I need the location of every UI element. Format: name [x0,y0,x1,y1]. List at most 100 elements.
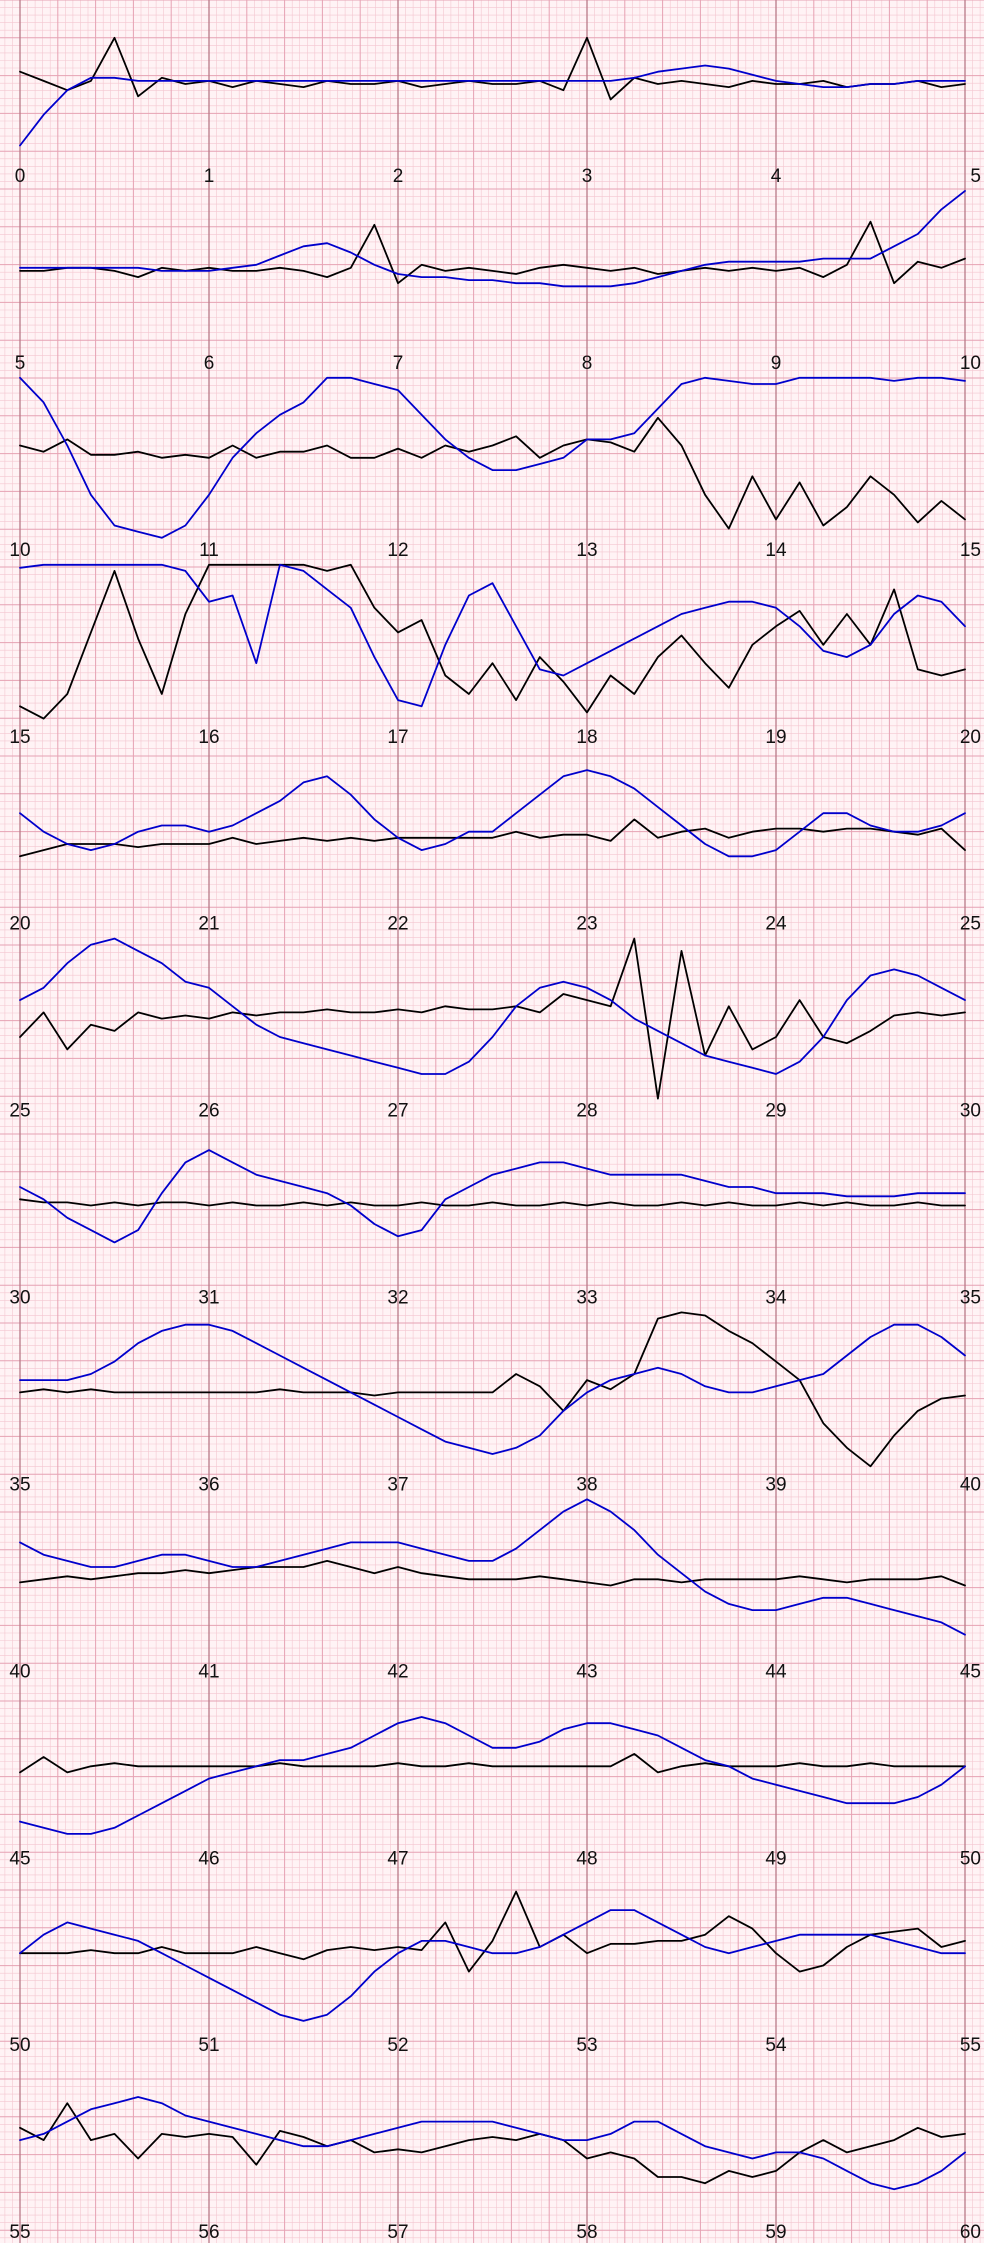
series-2-row-10-trace [19,1716,966,1835]
tick-label-row-8-3: 38 [576,1474,597,1495]
tick-label-row-1-2: 2 [393,166,404,187]
tick-label-row-8-2: 37 [387,1474,408,1495]
tick-label-row-7-3: 33 [576,1288,597,1309]
tick-label-row-9-2: 42 [387,1661,408,1682]
tick-label-row-12-3: 58 [576,2222,597,2243]
series-1-row-6-trace [19,937,966,1100]
series-2-row-1-trace [19,64,966,147]
tick-label-row-3-1: 11 [199,540,219,561]
second-grid-lines [19,0,966,2243]
series-2-row-12-trace [19,2096,966,2191]
tick-label-row-7-2: 32 [387,1288,408,1309]
tick-label-row-12-2: 57 [387,2222,408,2243]
tick-label-row-1-3: 3 [582,166,593,187]
series-1-row-3-trace [19,416,966,530]
tick-label-row-3-2: 12 [387,540,408,561]
tick-label-row-4-3: 18 [576,727,597,748]
tick-label-row-2-4: 9 [771,353,782,374]
tick-label-row-4-1: 16 [198,727,219,748]
series-2-row-6-trace [19,937,966,1075]
tick-label-row-10-4: 49 [765,1848,786,1869]
tick-label-row-8-0: 35 [9,1474,30,1495]
series-1-row-9-trace [19,1560,966,1587]
tick-label-row-11-3: 53 [576,2035,597,2056]
tick-label-row-3-0: 10 [9,540,30,561]
series-1-row-10-trace [19,1753,966,1774]
tick-label-row-6-1: 26 [198,1101,219,1122]
series-1-row-8-trace [19,1311,966,1468]
series-2-row-11-trace [19,1909,966,2022]
tick-label-row-7-4: 34 [765,1288,787,1309]
series-2-row-7-trace [19,1149,966,1244]
series-2-row-2-trace [19,190,966,288]
tick-label-row-6-5: 30 [960,1101,981,1122]
series-2-row-8-trace [19,1323,966,1455]
series-2-row-4-trace [19,563,966,708]
series-1-row-1-trace [19,36,966,101]
series-1-row-11-trace [19,1890,966,1973]
tick-label-row-9-4: 44 [765,1661,787,1682]
tick-label-row-5-4: 24 [765,914,787,935]
series-1-row-5-trace [19,818,966,858]
tick-label-row-6-4: 29 [765,1101,786,1122]
tick-label-row-5-3: 23 [576,914,597,935]
tick-label-row-10-5: 50 [960,1848,981,1869]
chart-traces [19,36,966,2191]
tick-label-row-3-5: 15 [960,540,981,561]
tick-label-row-7-1: 31 [198,1288,219,1309]
series-2-row-9-trace [19,1498,966,1636]
tick-label-row-12-5: 60 [960,2222,981,2243]
tick-label-row-6-3: 28 [576,1101,597,1122]
tick-label-row-7-0: 30 [9,1288,30,1309]
tick-label-row-1-4: 4 [771,166,782,187]
tick-label-row-4-4: 19 [765,727,786,748]
tick-label-row-9-0: 40 [9,1661,30,1682]
tick-label-row-2-1: 6 [204,353,215,374]
tick-label-row-7-5: 35 [960,1288,981,1309]
tick-label-row-5-1: 21 [198,914,219,935]
tick-label-row-11-4: 54 [765,2035,787,2056]
series-2-row-5-trace [19,769,966,858]
tick-label-row-9-1: 41 [198,1661,219,1682]
tick-label-row-1-5: 5 [970,166,981,187]
tick-label-row-9-5: 45 [960,1661,981,1682]
tick-label-row-11-5: 55 [960,2035,981,2056]
tick-label-row-4-0: 15 [9,727,30,748]
series-1-row-4-trace [19,563,966,720]
tick-label-row-12-4: 59 [765,2222,786,2243]
tick-label-row-4-5: 20 [960,727,981,748]
tick-label-row-8-5: 40 [960,1474,981,1495]
tick-label-row-1-0: 0 [15,166,26,187]
series-1-row-7-trace [19,1198,966,1207]
tick-label-row-10-0: 45 [9,1848,30,1869]
tick-label-row-5-2: 22 [387,914,408,935]
tick-label-row-2-5: 10 [960,353,981,374]
tick-label-row-12-1: 56 [198,2222,219,2243]
tick-label-row-8-1: 36 [198,1474,219,1495]
tick-label-row-1-1: 1 [204,166,215,187]
tick-label-row-10-2: 47 [387,1848,408,1869]
tick-label-row-8-4: 39 [765,1474,786,1495]
tick-label-row-10-1: 46 [198,1848,219,1869]
tick-label-row-4-2: 17 [387,727,408,748]
tick-label-row-2-2: 7 [393,353,404,374]
tick-label-row-2-0: 5 [15,353,26,374]
tick-label-row-9-3: 43 [576,1661,597,1682]
tick-label-row-5-5: 25 [960,914,981,935]
tick-label-row-2-3: 8 [582,353,593,374]
tick-label-row-12-0: 55 [9,2222,30,2243]
tick-label-row-6-0: 25 [9,1101,30,1122]
tick-label-row-10-3: 48 [576,1848,597,1869]
tick-label-row-11-2: 52 [387,2035,408,2056]
tick-label-row-5-0: 20 [9,914,30,935]
tick-label-row-3-4: 14 [765,540,787,561]
series-2-row-3-trace [19,376,966,539]
tick-label-row-3-3: 13 [576,540,597,561]
